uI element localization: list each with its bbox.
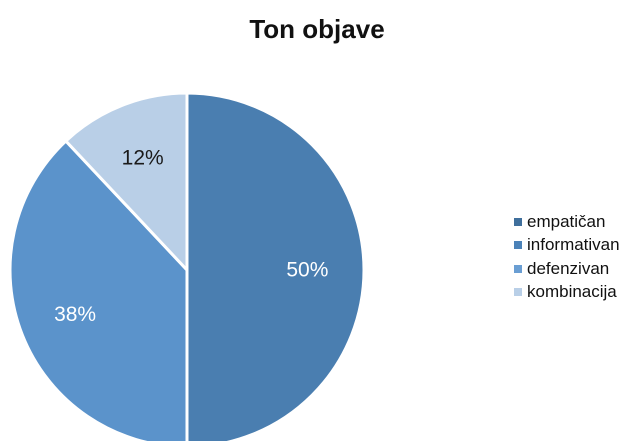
- data-label-empatican: 50%: [286, 259, 328, 282]
- legend-item-empatican: empatičan: [514, 210, 620, 234]
- pie-slice-defenzivan: [8, 139, 189, 441]
- legend-label: kombinacija: [527, 282, 617, 302]
- legend-swatch: [514, 288, 522, 297]
- legend-label: informativan: [527, 235, 620, 255]
- legend-label: empatičan: [527, 211, 606, 231]
- legend-item-defenzivan: defenzivan: [514, 257, 620, 281]
- legend-item-kombinacija: kombinacija: [514, 281, 620, 305]
- legend-label: defenzivan: [527, 258, 610, 278]
- legend-swatch: [514, 217, 522, 226]
- legend-item-informativan: informativan: [514, 234, 620, 258]
- legend-swatch: [514, 264, 522, 273]
- legend-swatch: [514, 241, 522, 250]
- data-label-kombinacija: 12%: [122, 147, 164, 170]
- pie-slice-kombinacija: [64, 91, 189, 272]
- data-label-defenzivan: 38%: [54, 303, 96, 326]
- pie-slice-empatican: [185, 91, 366, 441]
- legend: empatičan informativan defenzivan kombinaci…: [514, 210, 620, 304]
- chart-title: Ton objave: [249, 14, 385, 44]
